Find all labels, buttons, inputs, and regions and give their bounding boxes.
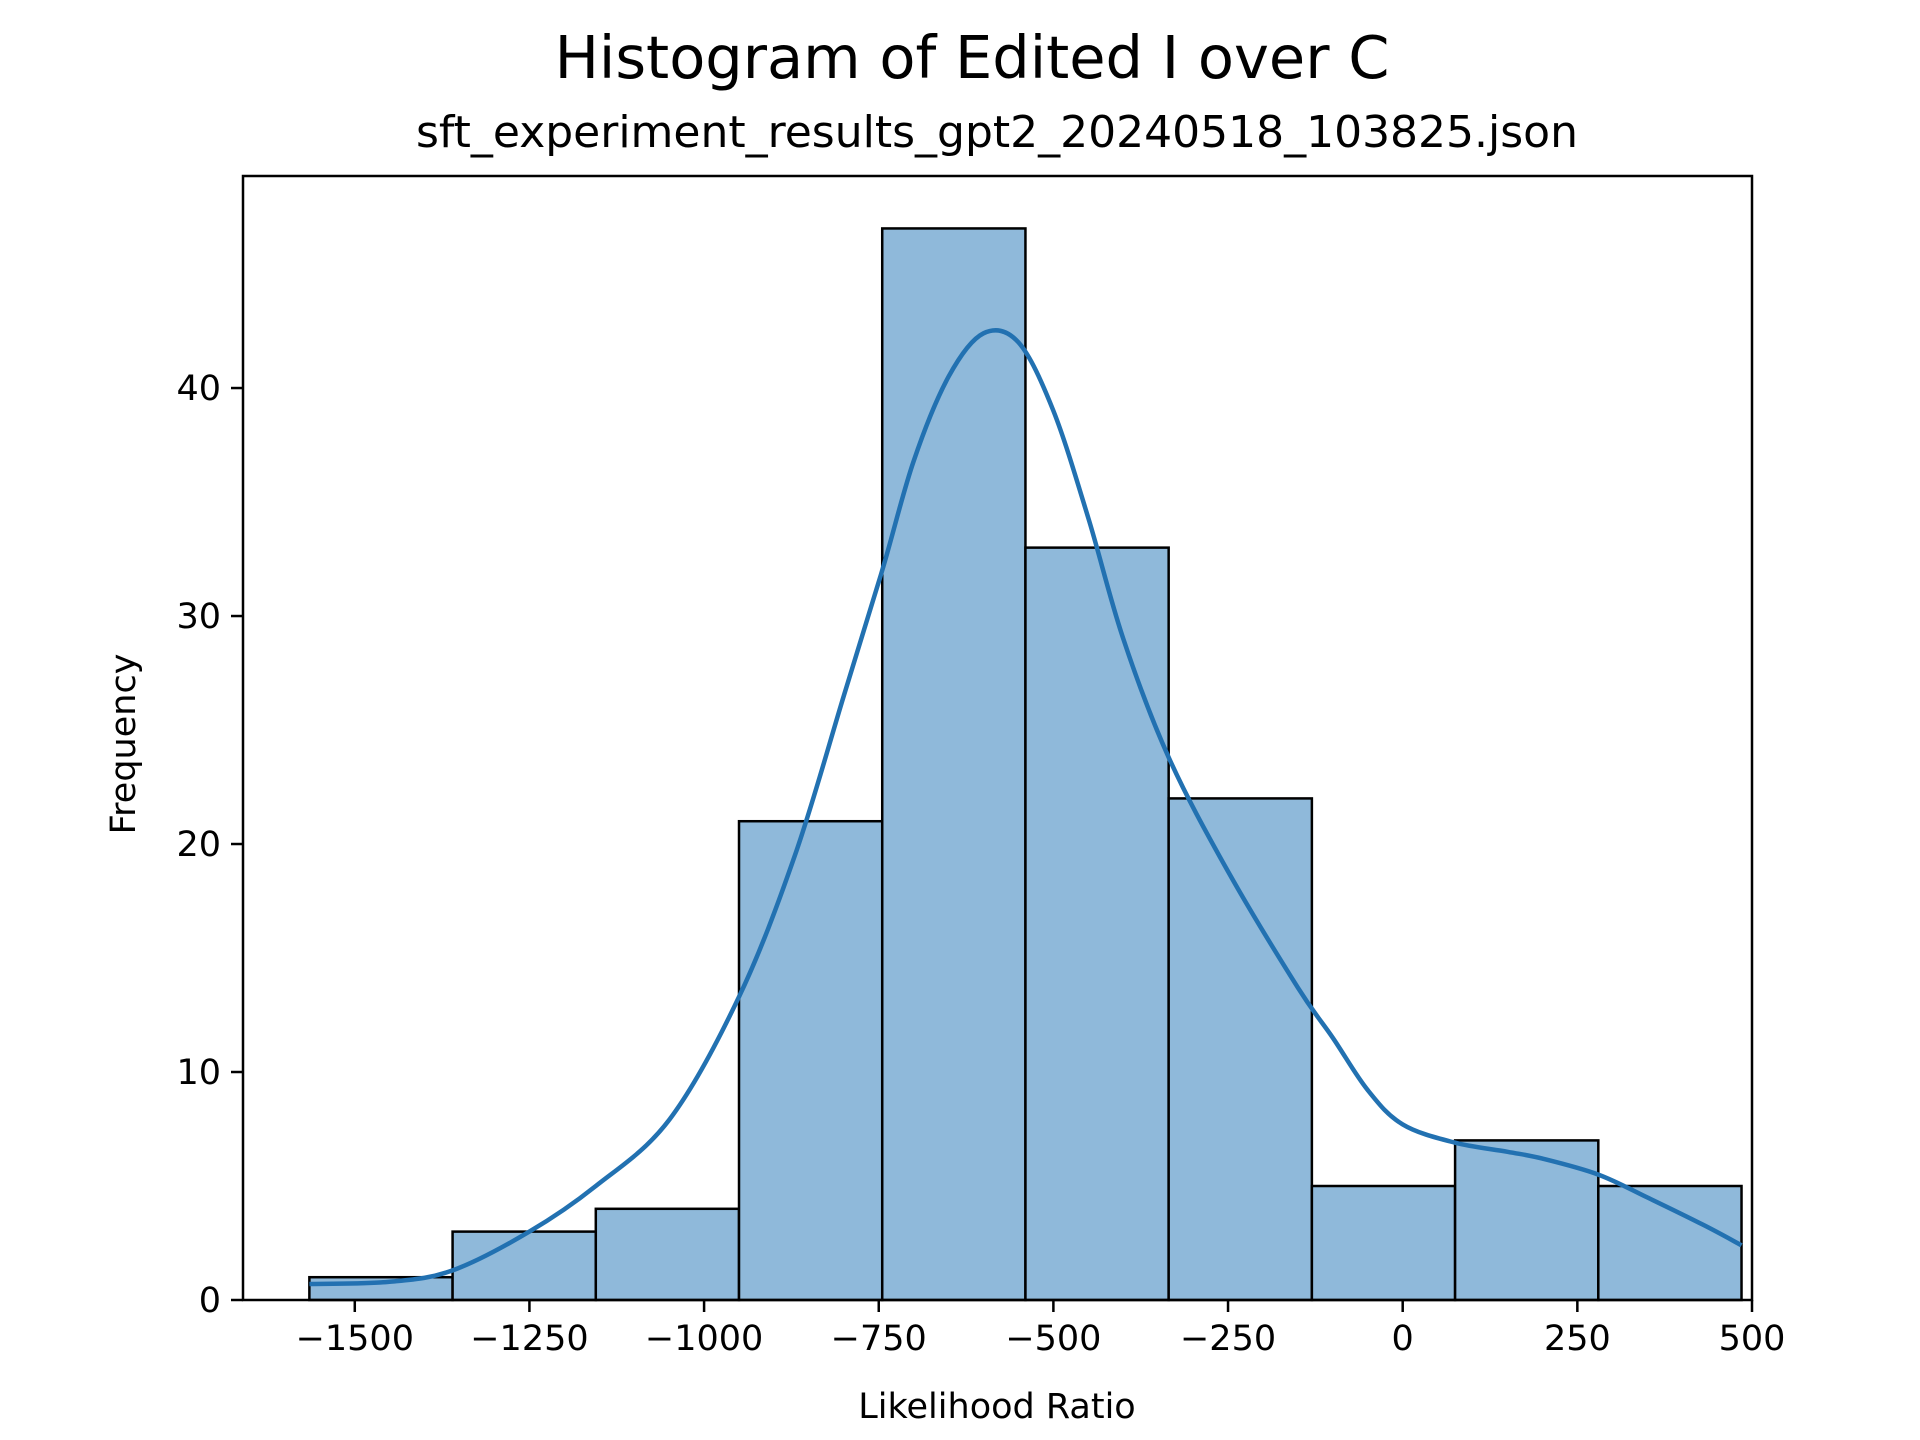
y-tick-label: 40 — [176, 369, 221, 409]
histogram-bar — [1453, 1139, 1600, 1302]
x-tick-label: −250 — [1180, 1319, 1276, 1359]
y-tick-label: 20 — [176, 825, 221, 865]
bars-layer — [308, 227, 1743, 1302]
y-tick-label: 10 — [176, 1053, 221, 1093]
x-tick-label: 0 — [1392, 1319, 1414, 1359]
plot-frame — [241, 174, 1754, 1302]
kde-curve — [309, 328, 1743, 1287]
y-tick-label: 30 — [176, 597, 221, 637]
x-tick-label: 500 — [1719, 1319, 1786, 1359]
x-axis-label: Likelihood Ratio — [858, 1387, 1135, 1427]
x-tick-label: −1250 — [470, 1319, 588, 1359]
histogram-bar — [1167, 797, 1314, 1302]
x-tick-label: −1000 — [645, 1319, 763, 1359]
histogram-bar — [880, 227, 1027, 1302]
y-tick-label: 0 — [199, 1281, 221, 1321]
histogram-bar — [737, 819, 884, 1302]
x-axis-ticks: −1500 −1250 −1000 −750 −500 −250 0 250 500 — [296, 1300, 1786, 1359]
x-tick-label: −1500 — [296, 1319, 414, 1359]
chart-subtitle: sft_experiment_results_gpt2_20240518_103… — [416, 107, 1578, 158]
y-axis-ticks: 0 10 20 30 40 — [176, 369, 243, 1321]
histogram-bar — [451, 1230, 598, 1302]
histogram-bar — [1310, 1184, 1457, 1302]
x-tick-label: 250 — [1544, 1319, 1611, 1359]
x-tick-label: −750 — [831, 1319, 927, 1359]
histogram-bar — [1597, 1184, 1743, 1302]
histogram-bar — [1024, 546, 1170, 1302]
histogram-bar — [594, 1207, 741, 1302]
x-tick-label: −500 — [1005, 1319, 1101, 1359]
y-axis-label: Frequency — [104, 654, 144, 835]
chart-title: Histogram of Edited I over C — [555, 23, 1390, 92]
